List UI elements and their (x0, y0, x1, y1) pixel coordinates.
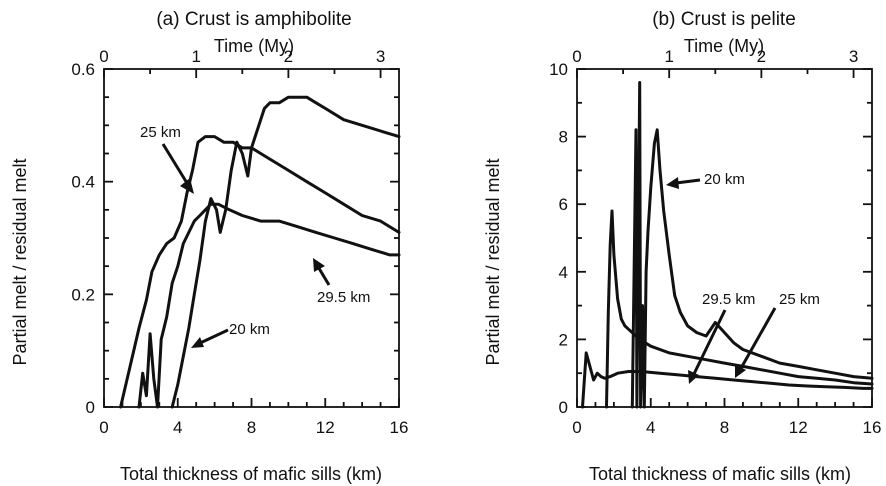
panel-b-series-29-5-kmline (581, 351, 874, 409)
panel-b-top-tick-label: 0 (572, 47, 581, 66)
panel-a-arrow-25km (161, 143, 192, 189)
panel-a-x-tick-label: 16 (390, 418, 409, 437)
panel-b-top-axis-label: Time (My) (684, 36, 764, 56)
panel-b-pelite: (b) Crust is pelite Time (My) Total thic… (483, 9, 881, 484)
panel-a-annotation-29-5km: 29.5 km (317, 289, 370, 306)
panel-a-x-tick-label: 4 (173, 418, 182, 437)
panel-b-series-20-kmline (630, 81, 874, 409)
panel-b-annotation-25km: 25 km (779, 291, 820, 308)
panel-a-arrowhead-25km (180, 178, 194, 194)
panel-b-x-tick-label: 12 (789, 418, 808, 437)
panel-a-arrowhead-20km (191, 337, 204, 348)
panel-b-y-tick-label: 0 (559, 398, 568, 417)
panel-a-ticks: 0 4 8 12 160 1 2 300.20.40.6 (71, 47, 408, 437)
panel-a-x-tick-label: 8 (247, 418, 256, 437)
panel-a-series-20-kmline (170, 95, 401, 409)
panel-a-annotation-20km: 20 km (229, 321, 270, 338)
panel-b-y-tick-label: 8 (559, 128, 568, 147)
panel-b-top-tick-label: 2 (757, 47, 766, 66)
panel-b-series-25-kmline (605, 209, 874, 409)
panel-b-arrow-25km (738, 307, 777, 371)
panel-a-curves (119, 95, 401, 409)
panel-a-top-tick-label: 2 (284, 47, 293, 66)
panel-b-x-tick-label: 4 (646, 418, 655, 437)
panel-a-annotations: 25 km 20 km 29.5 km (140, 124, 370, 348)
panel-b-arrowhead-25km (735, 364, 746, 378)
panel-a-series-29-5-kmline (137, 202, 401, 409)
panel-a-top-tick-label: 1 (191, 47, 200, 66)
panel-a-top-axis-label: Time (My) (214, 36, 294, 56)
panel-b-y-tick-label: 6 (559, 195, 568, 214)
panel-b-arrowhead-20km (666, 177, 679, 189)
panel-b-top-tick-label: 1 (664, 47, 673, 66)
panel-a-series-25-kmline (119, 135, 401, 409)
panel-b-y-axis-label: Partial melt / residual melt (483, 158, 503, 365)
panel-a-x-tick-label: 0 (99, 418, 108, 437)
panel-a-y-tick-label: 0.2 (71, 285, 95, 304)
panel-b-annotations: 20 km 29.5 km 25 km (666, 171, 820, 384)
panel-b-x-axis-label: Total thickness of mafic sills (km) (589, 464, 851, 484)
panel-b-y-tick-label: 2 (559, 330, 568, 349)
panel-a-top-tick-label: 3 (376, 47, 385, 66)
panel-b-arrowhead-29-5km (688, 370, 699, 384)
panel-a-arrow-20km (197, 328, 229, 346)
panel-b-x-tick-label: 8 (720, 418, 729, 437)
panel-a-y-axis-label: Partial melt / residual melt (10, 158, 30, 365)
panel-a-arrowhead-29-5km (313, 258, 325, 272)
panel-a-annotation-25km: 25 km (140, 124, 181, 141)
panel-b-x-tick-label: 16 (863, 418, 882, 437)
panel-a-y-tick-label: 0 (86, 398, 95, 417)
panel-b-arrow-20km (675, 178, 701, 185)
panel-b-annotation-29-5km: 29.5 km (702, 291, 755, 308)
panel-b-plot-frame (576, 68, 873, 408)
panel-b-curves (581, 81, 874, 409)
panel-a-y-tick-label: 0.4 (71, 173, 95, 192)
panel-a-title: (a) Crust is amphibolite (156, 9, 351, 30)
panel-b-title: (b) Crust is pelite (652, 9, 796, 30)
panel-b-annotation-20km: 20 km (704, 171, 745, 188)
panel-a-x-tick-label: 12 (316, 418, 335, 437)
panel-b-x-tick-label: 0 (572, 418, 581, 437)
panel-b-arrow-29-5km (691, 309, 727, 377)
panel-a-amphibolite: (a) Crust is amphibolite Time (My) Total… (10, 9, 408, 484)
panel-b-top-tick-label: 3 (849, 47, 858, 66)
panel-a-top-tick-label: 0 (99, 47, 108, 66)
panel-b-y-tick-label: 10 (549, 60, 568, 79)
panel-a-y-tick-label: 0.6 (71, 60, 95, 79)
panel-a-x-axis-label: Total thickness of mafic sills (km) (120, 464, 382, 484)
panel-b-y-tick-label: 4 (559, 263, 568, 282)
